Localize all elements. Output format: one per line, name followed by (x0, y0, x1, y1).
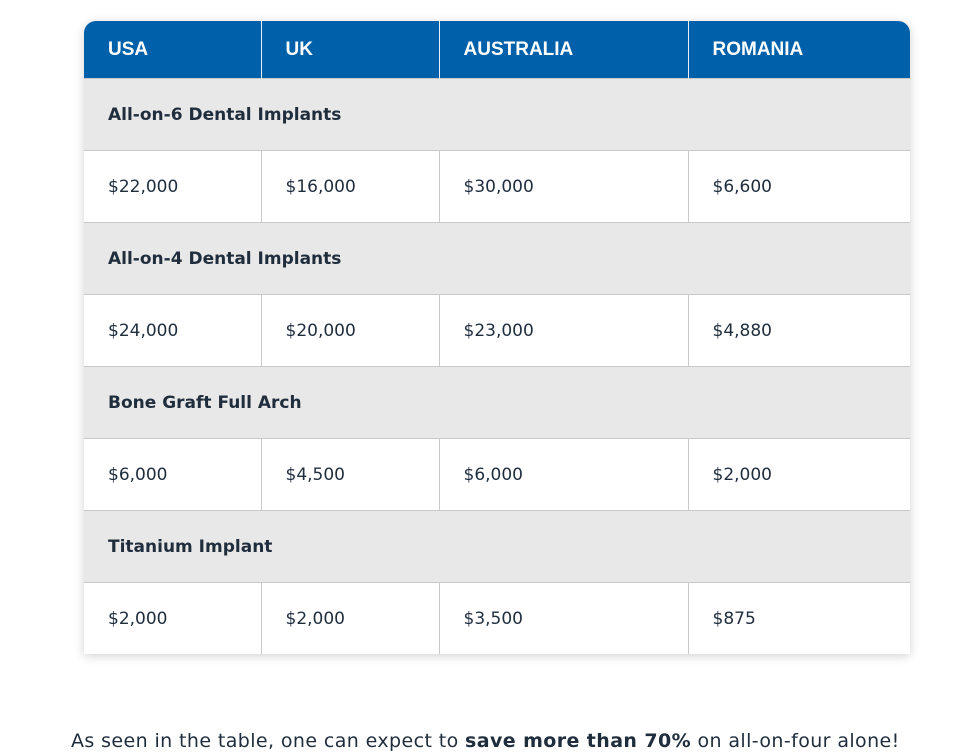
price-comparison-table-container: USA UK AUSTRALIA ROMANIA All-on-6 Dental… (84, 21, 910, 654)
price-cell-australia: $23,000 (439, 294, 689, 367)
price-cell-usa: $24,000 (84, 294, 262, 367)
price-cell-romania: $4,880 (688, 294, 910, 367)
price-row-titanium-implant: $2,000 $2,000 $3,500 $875 (84, 582, 910, 654)
price-cell-usa: $2,000 (84, 582, 262, 654)
price-cell-uk: $4,500 (261, 438, 440, 511)
header-row: USA UK AUSTRALIA ROMANIA (84, 21, 910, 79)
column-header-australia: AUSTRALIA (439, 21, 689, 79)
price-cell-romania: $875 (688, 582, 910, 654)
column-header-romania: ROMANIA (688, 21, 910, 79)
section-label: All-on-4 Dental Implants (84, 222, 910, 295)
price-cell-usa: $22,000 (84, 150, 262, 223)
price-cell-romania: $2,000 (688, 438, 910, 511)
savings-text-after: on all-on-four alone! (691, 730, 900, 752)
price-cell-australia: $30,000 (439, 150, 689, 223)
price-comparison-table: USA UK AUSTRALIA ROMANIA All-on-6 Dental… (84, 21, 910, 654)
column-header-uk: UK (261, 21, 440, 79)
price-cell-usa: $6,000 (84, 438, 262, 511)
price-cell-romania: $6,600 (688, 150, 910, 223)
savings-highlight: save more than 70% (465, 730, 692, 752)
price-row-bone-graft: $6,000 $4,500 $6,000 $2,000 (84, 438, 910, 511)
price-row-all-on-4: $24,000 $20,000 $23,000 $4,880 (84, 294, 910, 367)
section-label: Bone Graft Full Arch (84, 366, 910, 439)
section-label: All-on-6 Dental Implants (84, 78, 910, 151)
section-label: Titanium Implant (84, 510, 910, 583)
price-cell-australia: $6,000 (439, 438, 689, 511)
section-row-all-on-4: All-on-4 Dental Implants (84, 222, 910, 295)
table-header: USA UK AUSTRALIA ROMANIA (84, 21, 910, 79)
section-row-bone-graft: Bone Graft Full Arch (84, 366, 910, 439)
savings-text-before: As seen in the table, one can expect to (71, 730, 466, 752)
price-cell-australia: $3,500 (439, 582, 689, 654)
column-header-usa: USA (84, 21, 262, 79)
section-row-all-on-6: All-on-6 Dental Implants (84, 78, 910, 151)
table-body: All-on-6 Dental Implants $22,000 $16,000… (84, 78, 910, 654)
price-cell-uk: $2,000 (261, 582, 440, 654)
savings-paragraph: As seen in the table, one can expect to … (71, 730, 900, 752)
price-row-all-on-6: $22,000 $16,000 $30,000 $6,600 (84, 150, 910, 223)
price-cell-uk: $16,000 (261, 150, 440, 223)
section-row-titanium-implant: Titanium Implant (84, 510, 910, 583)
price-cell-uk: $20,000 (261, 294, 440, 367)
